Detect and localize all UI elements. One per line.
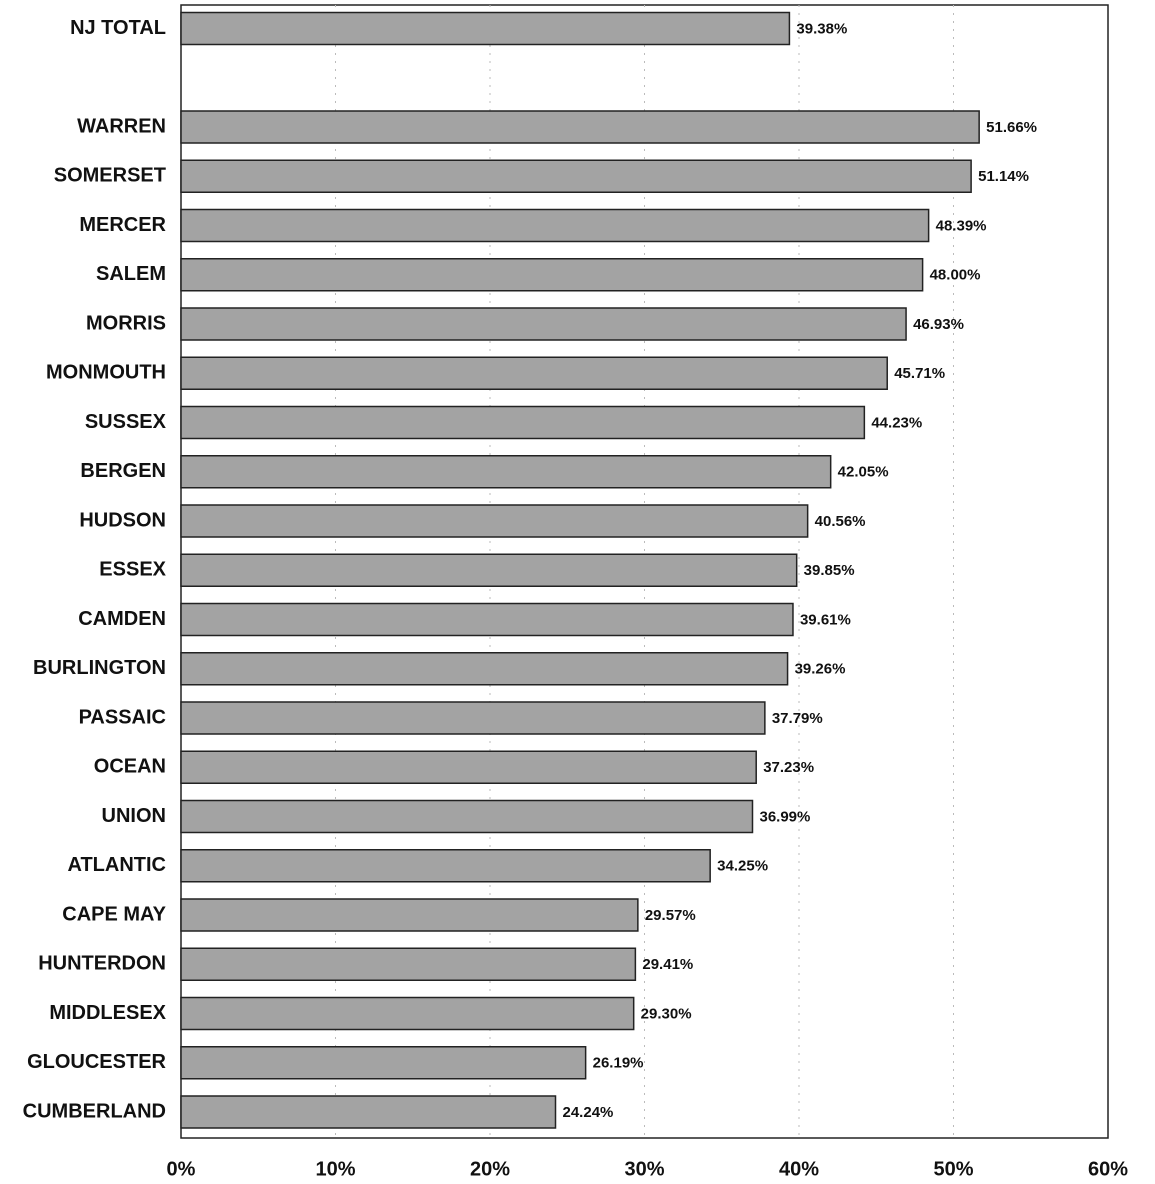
bar bbox=[180, 898, 639, 932]
data-label: 42.05% bbox=[838, 464, 889, 481]
data-label: 51.66% bbox=[986, 119, 1037, 136]
data-label: 36.99% bbox=[759, 808, 810, 825]
x-tick-label: 30% bbox=[624, 1158, 664, 1180]
y-tick-label: CAMDEN bbox=[78, 608, 166, 630]
x-tick-label: 20% bbox=[470, 1158, 510, 1180]
bar bbox=[180, 849, 711, 883]
data-label: 51.14% bbox=[978, 168, 1029, 185]
y-tick-label: BURLINGTON bbox=[33, 657, 166, 679]
y-tick-label: CAPE MAY bbox=[62, 903, 166, 925]
data-label: 37.79% bbox=[772, 710, 823, 727]
data-label: 39.85% bbox=[804, 562, 855, 579]
y-tick-label: SALEM bbox=[96, 263, 166, 285]
bar bbox=[180, 11, 791, 46]
data-label: 45.71% bbox=[894, 365, 945, 382]
data-label: 39.61% bbox=[800, 611, 851, 628]
y-tick-label: CUMBERLAND bbox=[23, 1100, 166, 1122]
bar bbox=[180, 307, 907, 341]
bar bbox=[180, 504, 809, 538]
data-label: 46.93% bbox=[913, 316, 964, 333]
x-tick-label: 50% bbox=[933, 1158, 973, 1180]
y-tick-label: GLOUCESTER bbox=[27, 1051, 166, 1073]
data-label: 29.30% bbox=[641, 1005, 692, 1022]
data-label: 24.24% bbox=[563, 1104, 614, 1121]
y-tick-label: ATLANTIC bbox=[68, 854, 167, 876]
y-tick-label: SOMERSET bbox=[54, 165, 166, 187]
bar bbox=[180, 455, 832, 489]
data-label: 39.38% bbox=[796, 20, 847, 37]
bar bbox=[180, 652, 789, 686]
y-tick-label: HUDSON bbox=[79, 509, 166, 531]
bar bbox=[180, 356, 888, 390]
bar bbox=[180, 553, 798, 587]
data-label: 29.41% bbox=[642, 956, 693, 973]
bar bbox=[180, 1095, 557, 1129]
y-tick-label: NJ TOTAL bbox=[70, 17, 166, 39]
bar bbox=[180, 996, 635, 1031]
bar bbox=[180, 159, 972, 193]
x-tick-label: 40% bbox=[779, 1158, 819, 1180]
bar bbox=[180, 799, 754, 834]
y-tick-label: MONMOUTH bbox=[46, 362, 166, 384]
y-tick-label: MIDDLESEX bbox=[49, 1002, 166, 1024]
y-tick-label: ESSEX bbox=[99, 559, 166, 581]
data-label: 48.39% bbox=[936, 217, 987, 234]
data-label: 44.23% bbox=[871, 414, 922, 431]
y-tick-label: BERGEN bbox=[80, 460, 166, 482]
x-tick-label: 0% bbox=[167, 1158, 196, 1180]
data-label: 29.57% bbox=[645, 907, 696, 924]
x-tick-label: 10% bbox=[315, 1158, 355, 1180]
y-tick-label: PASSAIC bbox=[79, 706, 166, 728]
y-tick-label: MERCER bbox=[79, 214, 166, 236]
bar bbox=[180, 750, 757, 784]
data-label: 39.26% bbox=[795, 661, 846, 678]
bar bbox=[180, 405, 866, 440]
y-tick-label: WARREN bbox=[77, 115, 166, 137]
y-tick-label: MORRIS bbox=[86, 312, 166, 334]
y-tick-label: UNION bbox=[102, 805, 166, 827]
bar bbox=[180, 602, 794, 637]
data-label: 40.56% bbox=[815, 513, 866, 530]
data-label: 34.25% bbox=[717, 858, 768, 875]
bar bbox=[180, 701, 766, 735]
data-label: 48.00% bbox=[930, 267, 981, 284]
bar bbox=[180, 208, 930, 243]
bar bbox=[180, 1046, 587, 1080]
y-tick-label: SUSSEX bbox=[85, 411, 167, 433]
bar bbox=[180, 110, 980, 144]
bar bbox=[180, 258, 924, 292]
data-label: 26.19% bbox=[593, 1055, 644, 1072]
x-tick-label: 60% bbox=[1088, 1158, 1128, 1180]
y-tick-label: HUNTERDON bbox=[38, 953, 166, 975]
data-label: 37.23% bbox=[763, 759, 814, 776]
bar bbox=[180, 947, 637, 981]
y-tick-label: OCEAN bbox=[94, 756, 166, 778]
